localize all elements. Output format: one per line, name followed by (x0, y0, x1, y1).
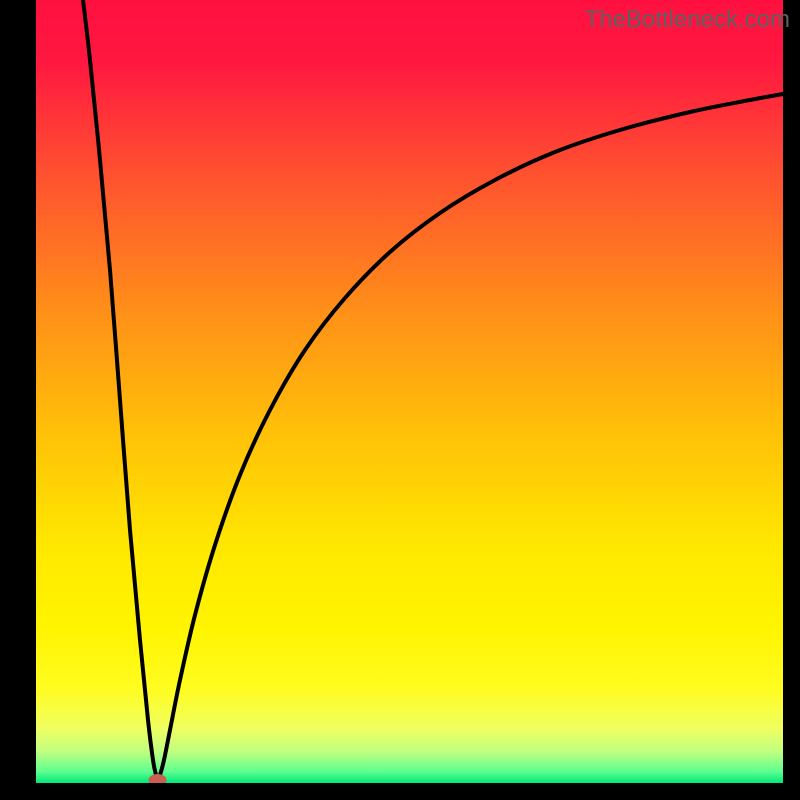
frame-bottom (0, 783, 800, 800)
frame-left (0, 0, 36, 800)
bottleneck-chart (0, 0, 800, 800)
chart-container: { "watermark": "TheBottleneck.com", "cha… (0, 0, 800, 800)
frame-right (783, 0, 800, 800)
watermark-text: TheBottleneck.com (585, 6, 790, 34)
